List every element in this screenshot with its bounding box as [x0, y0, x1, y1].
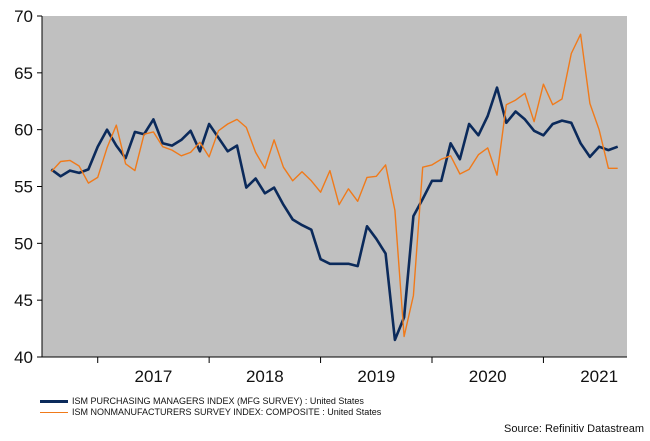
- legend-item-nmi: ISM NONMANUFACTURERS SURVEY INDEX: COMPO…: [40, 407, 381, 418]
- legend-item-pmi: ISM PURCHASING MANAGERS INDEX (MFG SURVE…: [40, 396, 381, 407]
- x-tick-label: 2019: [357, 367, 395, 386]
- y-tick-label: 55: [14, 178, 33, 197]
- source-note: Source: Refinitiv Datastream: [504, 423, 644, 435]
- series-line-pmi: [50, 86, 619, 342]
- y-tick-label: 60: [14, 121, 33, 140]
- x-tick-label: 2020: [469, 367, 507, 386]
- series-line-nmi: [50, 33, 618, 338]
- y-tick-label: 40: [14, 348, 33, 367]
- legend-swatch-nmi: [40, 412, 68, 413]
- legend-label-nmi: ISM NONMANUFACTURERS SURVEY INDEX: COMPO…: [72, 407, 382, 417]
- legend: ISM PURCHASING MANAGERS INDEX (MFG SURVE…: [40, 396, 381, 418]
- x-tick-label: 2017: [135, 367, 173, 386]
- y-tick-label: 50: [14, 234, 33, 253]
- y-tick-label: 65: [14, 64, 33, 83]
- y-tick-label: 45: [14, 291, 33, 310]
- legend-label-pmi: ISM PURCHASING MANAGERS INDEX (MFG SURVE…: [72, 396, 364, 406]
- x-tick-label: 2021: [580, 367, 618, 386]
- legend-swatch-pmi: [40, 400, 68, 403]
- x-tick-label: 2018: [246, 367, 284, 386]
- y-tick-label: 70: [14, 7, 33, 26]
